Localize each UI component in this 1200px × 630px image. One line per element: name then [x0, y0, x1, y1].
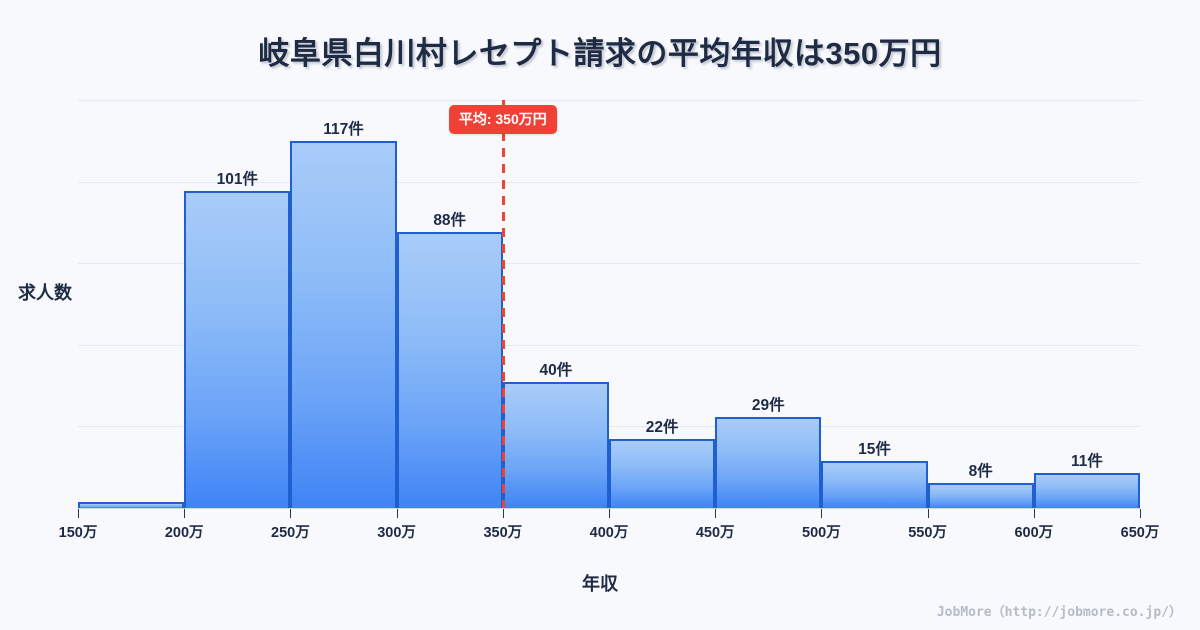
x-tick-mark — [715, 509, 717, 518]
x-tick-label: 600万 — [1014, 525, 1054, 541]
bar-value-label: 40件 — [539, 362, 573, 380]
page-title: 岐阜県白川村レセプト請求の平均年収は350万円 — [258, 36, 942, 71]
bars-layer — [78, 100, 1140, 508]
x-tick-mark — [821, 509, 823, 518]
bar-value-label: 101件 — [216, 171, 258, 188]
gridline-4 — [78, 426, 1140, 428]
x-tick-label: 450万 — [695, 525, 735, 541]
gridline-3 — [78, 344, 1140, 346]
bar[interactable] — [78, 501, 185, 508]
bar[interactable] — [184, 191, 291, 508]
bar[interactable] — [609, 438, 716, 508]
bar[interactable] — [1033, 473, 1140, 508]
x-tick-label: 400万 — [589, 525, 629, 541]
x-axis-baseline — [78, 508, 1140, 509]
x-tick-label: 650万 — [1120, 525, 1160, 541]
average-line — [501, 100, 505, 508]
bar[interactable] — [396, 231, 503, 508]
x-tick-label: 150万 — [58, 525, 98, 541]
bar-value-label: 88件 — [433, 211, 467, 229]
footer-credit: JobMore（http://jobmore.co.jp/） — [936, 605, 1182, 620]
x-tick-label: 350万 — [483, 525, 523, 541]
y-axis-title: 求人数 — [18, 283, 72, 303]
average-badge: 平均: 350万円 — [448, 105, 557, 134]
bar[interactable] — [927, 482, 1034, 508]
bar-value-label: 29件 — [751, 396, 785, 414]
bar[interactable] — [821, 460, 928, 508]
x-tick-mark — [290, 509, 292, 518]
x-axis-title: 年収 — [582, 574, 618, 594]
bar-value-label: 11件 — [1070, 453, 1103, 471]
gridline-1 — [78, 181, 1140, 183]
x-tick-mark — [927, 509, 929, 518]
gridline-2 — [78, 263, 1140, 265]
bar-value-label: 22件 — [645, 418, 679, 436]
x-tick-mark — [609, 509, 610, 518]
x-tick-label: 300万 — [377, 525, 416, 541]
gridline-0 — [78, 100, 1140, 101]
bar-value-label: 117件 — [323, 120, 364, 138]
bar-value-label: 8件 — [968, 462, 993, 480]
bar[interactable] — [290, 140, 397, 508]
bar[interactable] — [502, 382, 609, 508]
x-tick-label: 500万 — [802, 525, 841, 541]
bar-value-label: 15件 — [858, 440, 891, 458]
x-tick-label: 250万 — [271, 525, 310, 541]
x-tick-mark — [396, 509, 398, 518]
x-tick-mark — [1033, 509, 1035, 518]
x-tick-label: 550万 — [908, 525, 947, 541]
x-tick-mark — [78, 509, 79, 518]
plot-area — [78, 100, 1140, 508]
bar[interactable] — [715, 417, 822, 508]
x-tick-mark — [502, 509, 504, 518]
x-tick-mark — [184, 509, 186, 518]
x-tick-mark — [1140, 509, 1141, 518]
x-tick-label: 200万 — [164, 525, 204, 541]
